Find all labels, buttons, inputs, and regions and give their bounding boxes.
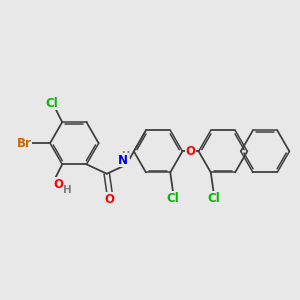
Text: H: H (122, 151, 130, 161)
Text: Cl: Cl (167, 192, 179, 205)
Text: Cl: Cl (45, 97, 58, 110)
Text: Cl: Cl (207, 192, 220, 205)
Text: O: O (104, 193, 115, 206)
Text: Br: Br (17, 137, 32, 150)
Text: O: O (53, 178, 63, 191)
Text: O: O (185, 145, 196, 158)
Text: H: H (63, 185, 72, 195)
Text: N: N (118, 154, 128, 167)
